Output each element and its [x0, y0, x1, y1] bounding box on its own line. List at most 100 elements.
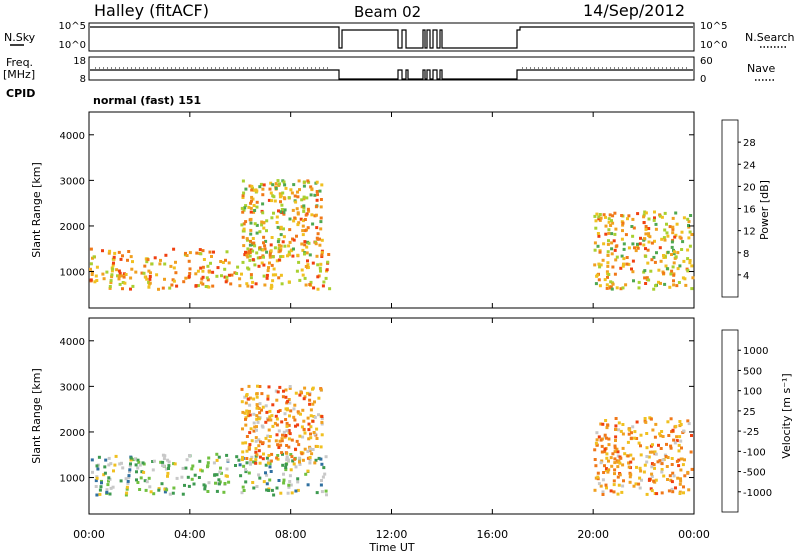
echo-cell	[280, 451, 284, 455]
echo-cell	[672, 279, 675, 283]
echo-cell	[635, 420, 639, 424]
echo-cell	[319, 216, 323, 220]
echo-cell	[653, 466, 656, 470]
echo-cell	[669, 444, 673, 448]
echo-cell	[300, 452, 304, 456]
echo-cell	[246, 414, 250, 418]
echo-cell	[620, 254, 624, 258]
echo-cell	[236, 265, 240, 269]
echo-cell	[260, 220, 264, 224]
echo-cell	[601, 422, 605, 426]
echo-cell	[654, 422, 658, 426]
echo-cell	[306, 483, 310, 487]
echo-cell	[241, 260, 245, 264]
echo-cell	[208, 250, 212, 254]
echo-cell	[153, 256, 157, 260]
echo-cell	[615, 286, 619, 290]
echo-cell	[145, 277, 149, 281]
echo-cell	[652, 287, 656, 291]
echo-cell	[644, 254, 648, 258]
echo-cell	[677, 464, 681, 468]
echo-cell	[602, 471, 606, 474]
echo-cell	[248, 403, 252, 407]
echo-cell	[632, 484, 636, 488]
echo-cell	[600, 450, 604, 454]
echo-cell	[610, 232, 614, 236]
echo-cell	[276, 179, 280, 183]
echo-cell	[297, 411, 301, 415]
echo-cell	[102, 473, 106, 477]
echo-cell	[251, 258, 255, 262]
echo-cell	[690, 467, 694, 471]
echo-cell	[257, 264, 261, 268]
echo-cell	[120, 461, 123, 465]
echo-cell	[305, 245, 309, 249]
echo-cell	[242, 244, 246, 248]
echo-cell	[614, 417, 618, 420]
echo-cell	[198, 248, 202, 252]
echo-cell	[605, 270, 609, 274]
echo-cell	[121, 254, 124, 258]
echo-cell	[265, 219, 269, 223]
echo-cell	[267, 428, 271, 432]
echo-cell	[311, 402, 315, 406]
echo-cell	[278, 439, 282, 443]
echo-cell	[245, 409, 249, 413]
echo-cell	[659, 281, 662, 285]
echo-cell	[109, 462, 113, 466]
echo-cell	[604, 483, 608, 487]
echo-cell	[172, 486, 176, 490]
echo-cell	[166, 471, 170, 475]
echo-cell	[240, 400, 244, 404]
echo-cell	[220, 274, 223, 278]
echo-cell	[279, 233, 283, 237]
echo-cell	[190, 477, 194, 481]
echo-cell	[302, 204, 306, 208]
echo-cell	[654, 452, 658, 456]
echo-cell	[690, 287, 694, 291]
echo-cell	[247, 384, 251, 388]
echo-cell	[272, 267, 276, 271]
echo-cell	[691, 276, 695, 280]
echo-cell	[303, 447, 307, 451]
echo-cell	[275, 417, 279, 421]
echo-cell	[256, 256, 260, 260]
echo-cell	[654, 227, 658, 231]
echo-cell	[268, 253, 272, 257]
echo-cell	[279, 244, 283, 248]
echo-cell	[670, 463, 674, 466]
echo-cell	[274, 273, 278, 277]
echo-cell	[287, 250, 291, 254]
echo-cell	[682, 259, 686, 263]
echo-cell	[262, 480, 266, 484]
echo-cell	[301, 408, 305, 412]
echo-cell	[297, 443, 301, 447]
echo-cell	[603, 433, 607, 437]
echo-cell	[607, 217, 611, 221]
echo-cell	[150, 262, 154, 266]
echo-cell	[255, 428, 258, 432]
echo-cell	[318, 243, 322, 247]
echo-cell	[279, 255, 283, 259]
echo-cell	[613, 468, 617, 472]
echo-cell	[265, 250, 269, 254]
echo-cell	[316, 232, 320, 236]
echo-cell	[159, 258, 162, 262]
echo-cell	[644, 227, 648, 231]
echo-cell	[657, 443, 660, 447]
echo-cell	[248, 396, 252, 400]
echo-cell	[639, 433, 643, 437]
noise-left-tick-low: 10^0	[59, 40, 86, 51]
echo-cell	[299, 412, 302, 416]
echo-cell	[611, 282, 615, 286]
echo-cell	[612, 239, 616, 243]
echo-cell	[201, 275, 205, 279]
echo-cell	[129, 462, 132, 466]
echo-cell	[306, 456, 310, 460]
echo-cell	[664, 455, 668, 458]
echo-cell	[183, 483, 186, 487]
echo-cell	[645, 446, 649, 450]
echo-cell	[238, 463, 242, 467]
echo-cell	[593, 214, 597, 218]
echo-cell	[606, 242, 610, 246]
